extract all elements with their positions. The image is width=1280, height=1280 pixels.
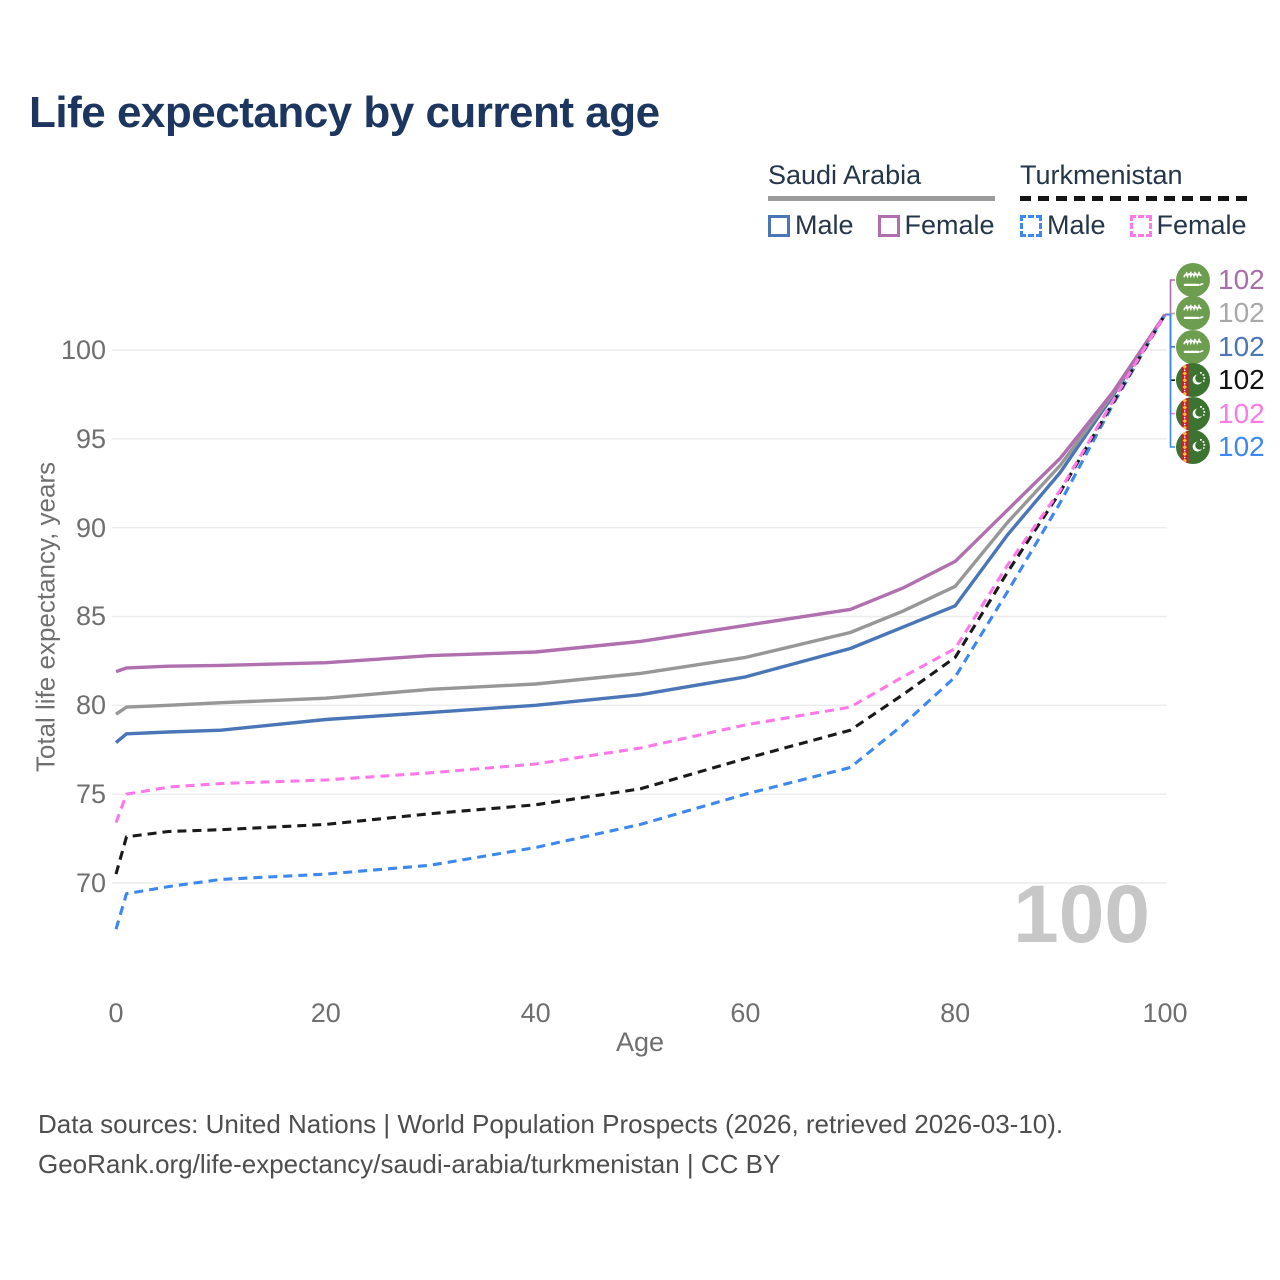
series-line-turkmenistan-all: [114, 313, 1167, 875]
series-line-turkmenistan-male: [114, 313, 1167, 930]
y-tick-label-75: 75: [75, 779, 106, 810]
footer: Data sources: United Nations | World Pop…: [38, 1104, 1063, 1184]
legend-linestyle-solid: [768, 196, 995, 201]
x-tick-label-80: 80: [940, 998, 971, 1028]
legend-item-turkmenistan-male[interactable]: Male: [1020, 210, 1106, 241]
series-line-saudi-arabia-male: [114, 313, 1167, 744]
legend-group-turkmenistan: Turkmenistan Male Female: [1020, 160, 1247, 241]
end-value: 102: [1218, 364, 1265, 396]
legend-swatch-saudi-female[interactable]: [877, 214, 900, 237]
x-tick-label-60: 60: [730, 998, 761, 1028]
legend-label-female: Female: [904, 210, 995, 240]
legend-country-saudi-arabia: Saudi Arabia: [768, 160, 922, 190]
y-tick-label-90: 90: [75, 512, 106, 543]
end-value: 102: [1218, 297, 1265, 329]
legend-swatch-saudi-male[interactable]: [768, 214, 790, 237]
x-tick-label-100: 100: [1142, 998, 1188, 1028]
end-label-row-turkmenistan: 102: [1176, 396, 1265, 431]
legend-label-male: Male: [795, 210, 854, 240]
end-value: 102: [1218, 264, 1265, 295]
turkmenistan-flag-icon: [1176, 396, 1210, 431]
y-tick-label-85: 85: [75, 601, 106, 632]
legend-item-turkmenistan-female[interactable]: Female: [1129, 210, 1247, 241]
y-tick-label-70: 70: [75, 868, 106, 898]
legend-swatch-turkmenistan-male[interactable]: [1020, 214, 1042, 237]
x-tick-label-20: 20: [310, 998, 341, 1028]
legend-item-saudi-male[interactable]: Male: [768, 210, 854, 241]
x-axis-title: Age: [615, 1027, 665, 1057]
series-line-saudi-arabia-all: [115, 313, 1167, 716]
legend-label-male: Male: [1047, 210, 1106, 240]
y-tick-label-95: 95: [75, 423, 106, 454]
end-label-row-turkmenistan: 102: [1176, 363, 1265, 398]
legend-swatch-turkmenistan-female[interactable]: [1129, 214, 1152, 237]
end-value: 102: [1218, 431, 1265, 462]
end-label-connector: [1165, 313, 1175, 448]
legend-item-saudi-female[interactable]: Female: [877, 210, 995, 241]
turkmenistan-flag-icon: [1176, 363, 1210, 398]
series-line-turkmenistan-female: [114, 313, 1167, 824]
end-value: 102: [1218, 330, 1265, 362]
x-tick-label-40: 40: [520, 998, 551, 1028]
x-tick-label-0: 0: [108, 998, 124, 1028]
footer-data-sources: Data sources: United Nations | World Pop…: [38, 1109, 1064, 1139]
end-label-row-saudi-arabia: 102: [1176, 263, 1265, 297]
series-line-saudi-arabia-female: [115, 313, 1167, 674]
legend-label-female: Female: [1156, 210, 1247, 240]
end-label-connector: [1165, 279, 1175, 316]
end-label-row-turkmenistan: 102: [1176, 430, 1265, 464]
turkmenistan-flag-icon: [1176, 430, 1210, 464]
end-label-row-saudi-arabia: 102: [1176, 329, 1265, 364]
y-tick-label-80: 80: [75, 690, 106, 721]
legend-group-saudi-arabia: Saudi Arabia Male Female: [768, 160, 995, 241]
saudi-arabia-flag-icon: [1176, 296, 1210, 331]
page-title: Life expectancy by current age: [29, 88, 660, 137]
footer-attribution: GeoRank.org/life-expectancy/saudi-arabia…: [38, 1149, 781, 1179]
hover-age-watermark: 100: [1013, 869, 1150, 960]
end-value: 102: [1218, 397, 1265, 429]
saudi-arabia-flag-icon: [1176, 329, 1210, 364]
saudi-arabia-flag-icon: [1176, 263, 1210, 297]
y-tick-label-100: 100: [60, 334, 106, 365]
legend-linestyle-dashed: [1020, 196, 1247, 201]
legend-country-turkmenistan: Turkmenistan: [1020, 160, 1183, 190]
end-label-row-saudi-arabia: 102: [1176, 296, 1265, 331]
